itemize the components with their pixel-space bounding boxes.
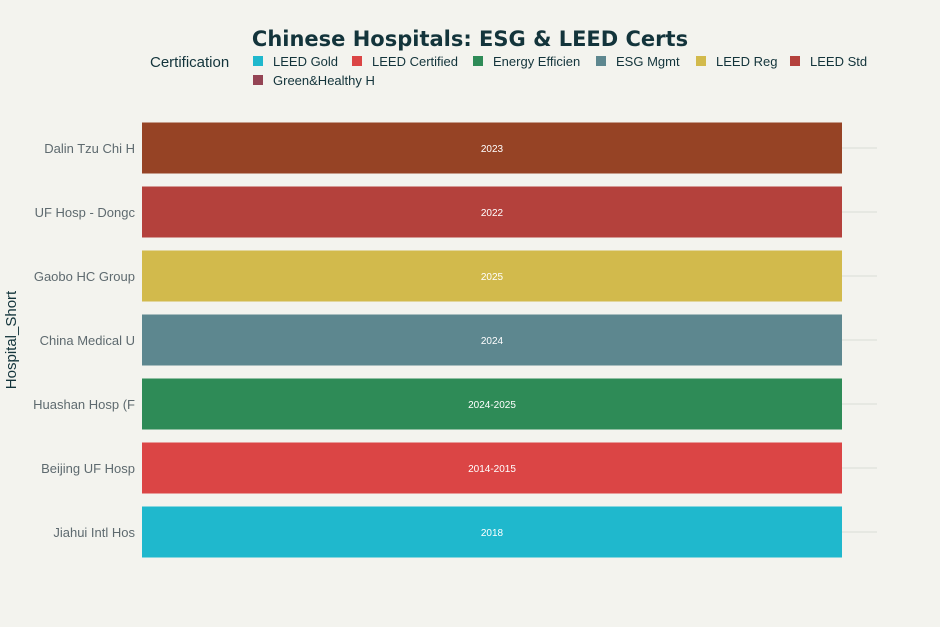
y-tick-labels: Dalin Tzu Chi H UF Hosp - Dongc Gaobo HC G… [33, 141, 135, 540]
legend-label: Energy Efficien [493, 54, 580, 69]
y-tick-label: Dalin Tzu Chi H [44, 141, 135, 156]
bar[interactable] [142, 314, 842, 366]
y-tick-label: Beijing UF Hosp [41, 461, 135, 476]
chart-title: Chinese Hospitals: ESG & LEED Certs [252, 27, 688, 51]
legend-label: LEED Std [810, 54, 867, 69]
y-tick-label: Jiahui Intl Hos [53, 525, 135, 540]
bars: 2023 2022 2025 2024 2024-2025 2014-2015 2018 [142, 122, 842, 558]
bar-label: 2023 [481, 144, 504, 155]
bar-label: 2014-2015 [468, 464, 516, 475]
bar[interactable] [142, 186, 842, 238]
bar[interactable] [142, 506, 842, 558]
legend: Certification LEED Gold LEED Certified Ene… [150, 54, 867, 88]
legend-title: Certification [150, 54, 229, 71]
bar-label: 2025 [481, 272, 504, 283]
bar[interactable] [142, 442, 842, 494]
bar[interactable] [142, 378, 842, 430]
legend-label: ESG Mgmt [616, 54, 680, 69]
y-tick-label: Gaobo HC Group [34, 269, 135, 284]
legend-swatch[interactable] [596, 56, 606, 66]
legend-swatch[interactable] [790, 56, 800, 66]
bar-label: 2024-2025 [468, 400, 516, 411]
legend-swatch[interactable] [352, 56, 362, 66]
bar-label: 2024 [481, 336, 504, 347]
bar-label: 2018 [481, 528, 504, 539]
legend-label: LEED Reg [716, 54, 777, 69]
bar[interactable] [142, 250, 842, 302]
bar[interactable] [142, 122, 842, 174]
legend-swatch[interactable] [696, 56, 706, 66]
legend-swatch[interactable] [473, 56, 483, 66]
y-tick-label: Huashan Hosp (F [33, 397, 135, 412]
legend-label: LEED Certified [372, 54, 458, 69]
legend-swatch[interactable] [253, 56, 263, 66]
bar-label: 2022 [481, 208, 504, 219]
y-tick-label: China Medical U [40, 333, 135, 348]
legend-swatch[interactable] [253, 75, 263, 85]
y-axis-title: Hospital_Short [3, 290, 20, 389]
legend-label: Green&Healthy H [273, 73, 375, 88]
legend-label: LEED Gold [273, 54, 338, 69]
y-tick-label: UF Hosp - Dongc [35, 205, 136, 220]
